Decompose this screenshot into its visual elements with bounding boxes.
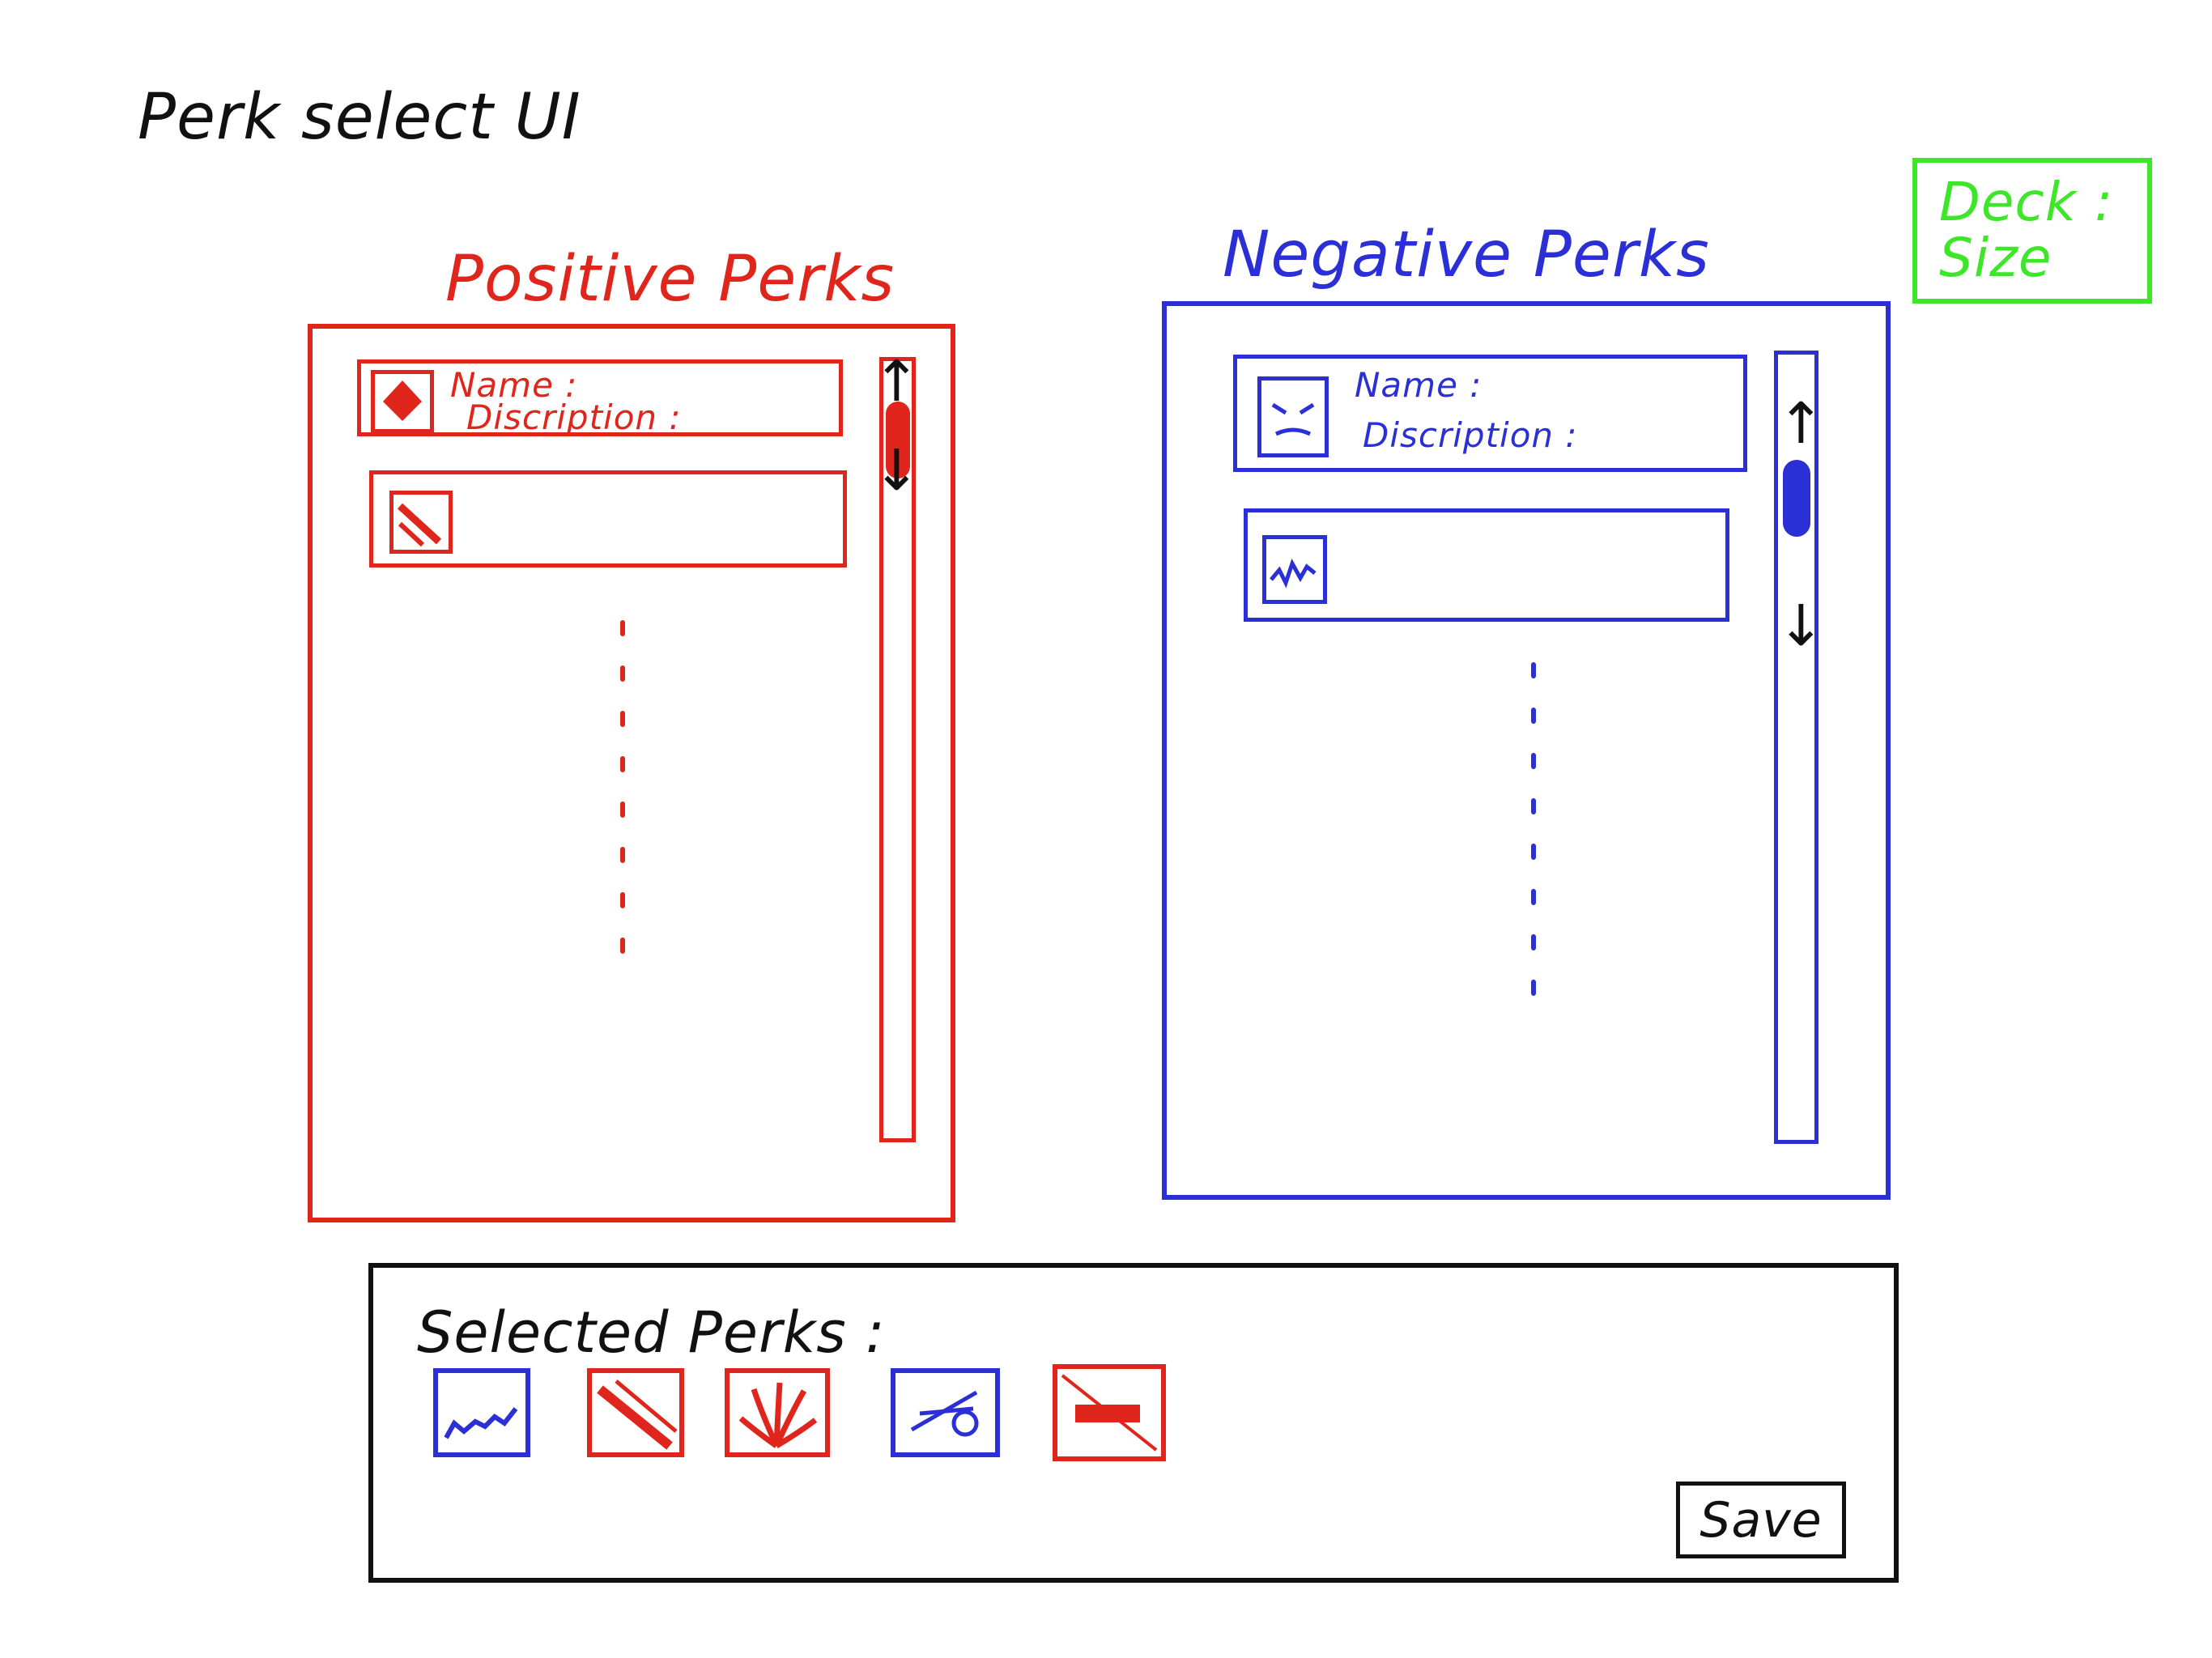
selected-perks-panel — [368, 1263, 1899, 1583]
scroll-up-arrow-icon[interactable]: ↑ — [1777, 390, 1825, 457]
leaf-perk-icon[interactable] — [725, 1368, 830, 1457]
perk-name-label: Name : — [450, 365, 578, 405]
scroll-thumb[interactable] — [1783, 460, 1810, 537]
positive-perks-title: Positive Perks — [445, 243, 895, 316]
slash-perk-icon[interactable] — [587, 1368, 684, 1457]
perk-name-label: Name : — [1355, 365, 1482, 405]
positive-perks-panel: Name : Discription : ↑ ↓ — [308, 324, 955, 1222]
page-title: Perk select UI — [138, 81, 581, 154]
save-button[interactable]: Save — [1676, 1482, 1846, 1558]
perk-description-label: Discription : — [1363, 415, 1578, 455]
wave-perk-icon[interactable] — [433, 1368, 530, 1457]
selected-perks-label: Selected Perks : — [417, 1299, 886, 1366]
deck-size-label: Deck : Size — [1939, 174, 2142, 287]
negative-perk-item[interactable]: Name : Discription : — [1233, 355, 1747, 472]
diamond-perk-icon — [371, 370, 434, 433]
scroll-down-arrow-icon[interactable]: ↓ — [873, 437, 921, 504]
deck-size-box — [1912, 158, 2152, 304]
scroll-up-arrow-icon[interactable]: ↑ — [873, 348, 921, 414]
positive-perk-item[interactable]: Name : Discription : — [357, 359, 843, 437]
deck-label-line1: Deck : — [1939, 171, 2114, 233]
bar-perk-icon[interactable] — [1053, 1364, 1166, 1461]
scroll-thumb[interactable] — [886, 402, 910, 478]
positive-scrollbar[interactable] — [879, 357, 916, 1142]
slash-perk-icon — [389, 491, 453, 554]
scroll-down-arrow-icon[interactable]: ↓ — [1777, 593, 1825, 659]
negative-perks-title: Negative Perks — [1223, 219, 1710, 291]
negative-perks-panel: Name : Discription : ↑ ↓ — [1162, 301, 1891, 1200]
strike-perk-icon[interactable] — [891, 1368, 1000, 1457]
perk-description-label: Discription : — [466, 397, 682, 437]
negative-scrollbar[interactable] — [1774, 351, 1819, 1144]
negative-perk-item[interactable] — [1244, 508, 1729, 622]
list-more-indicator — [620, 620, 625, 983]
wave-perk-icon — [1262, 535, 1327, 604]
angry-face-perk-icon — [1257, 376, 1329, 457]
deck-label-line2: Size — [1939, 227, 2052, 290]
list-more-indicator — [1531, 662, 1536, 1025]
positive-perk-item[interactable] — [369, 470, 847, 568]
